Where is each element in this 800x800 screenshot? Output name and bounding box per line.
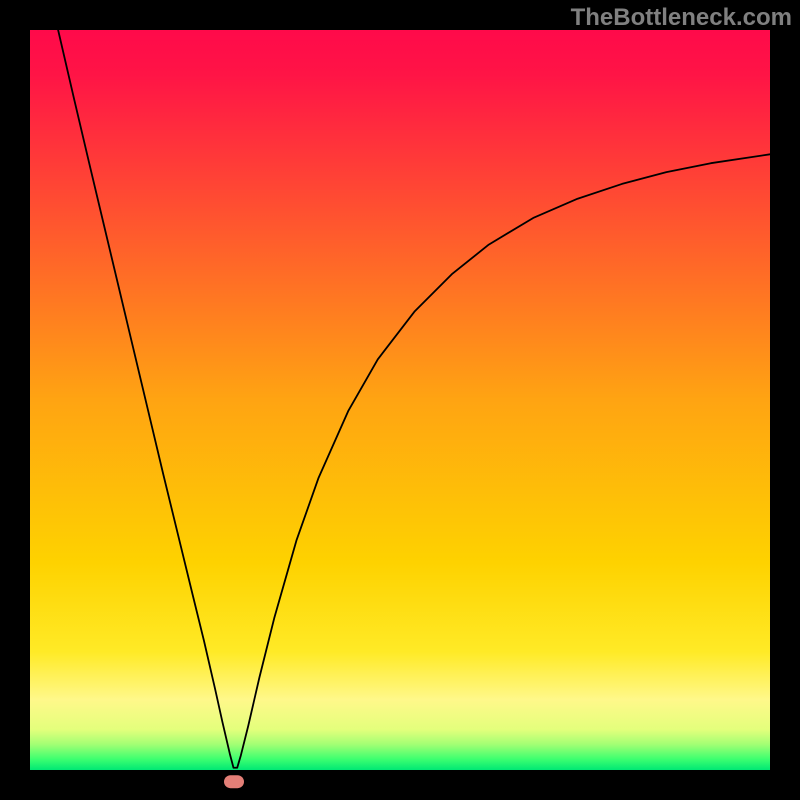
plot-area (30, 30, 770, 770)
chart-frame: TheBottleneck.com (0, 0, 800, 800)
plot-background-gradient (30, 30, 770, 770)
optimal-marker (224, 775, 244, 788)
watermark-text: TheBottleneck.com (571, 4, 792, 32)
